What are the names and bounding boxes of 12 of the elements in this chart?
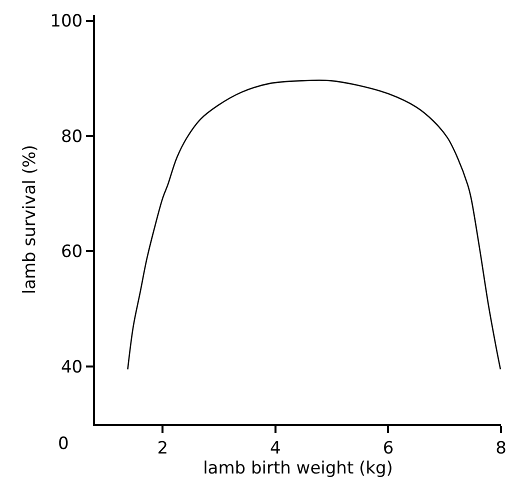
y-tick-label: 80 bbox=[60, 126, 83, 147]
line-series bbox=[127, 80, 501, 370]
x-tick-label: 6 bbox=[382, 438, 394, 458]
x-tick-label: 4 bbox=[270, 438, 281, 458]
x-tick-label: 2 bbox=[157, 438, 168, 458]
text: 0 bbox=[58, 434, 69, 454]
x-axis-title: lamb birth weight (kg) bbox=[203, 458, 393, 478]
y-tick-label: 100 bbox=[50, 12, 83, 32]
y-tick-label: 60 bbox=[60, 242, 83, 262]
y-axis-title: lamb survival (%) bbox=[20, 144, 40, 294]
y-tick-label: 40 bbox=[60, 357, 83, 378]
x-tick-label: 8 bbox=[496, 438, 506, 458]
